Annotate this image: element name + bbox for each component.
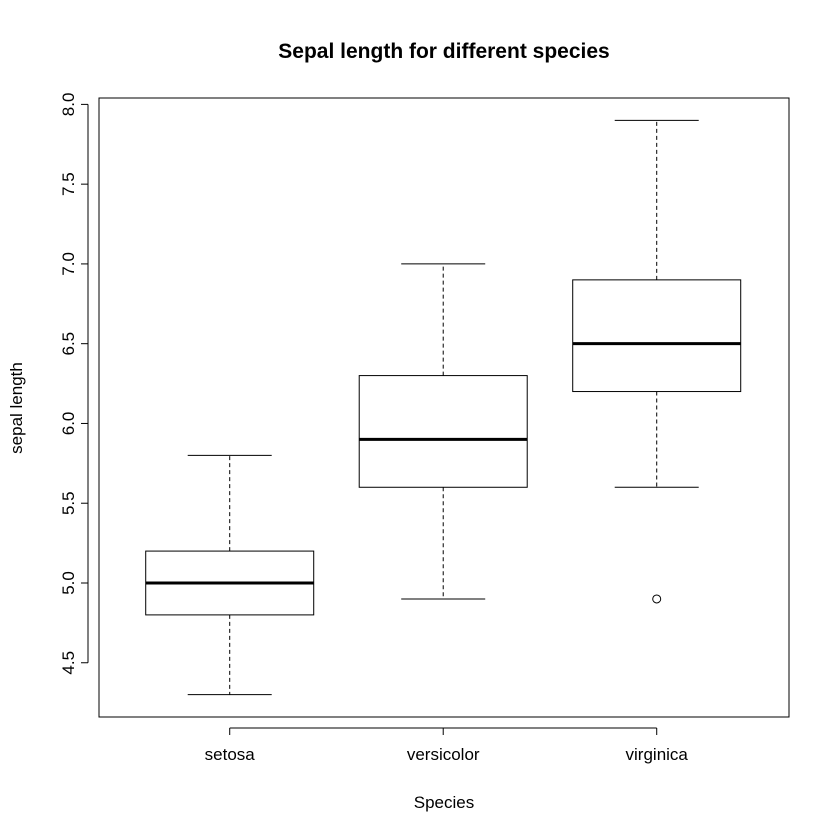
y-axis: 4.5 5.0 5.5 6.0 6.5 7.0 7.5 8.0 xyxy=(59,93,89,675)
y-tick-label: 5.0 xyxy=(59,571,78,595)
box-virginica xyxy=(572,119,742,604)
iqr-box xyxy=(572,279,742,393)
y-axis-label: sepal length xyxy=(7,362,26,454)
x-tick-label: virginica xyxy=(626,745,689,764)
outlier-point xyxy=(652,594,662,604)
y-tick-label: 7.0 xyxy=(59,252,78,276)
x-axis-label: Species xyxy=(414,793,474,812)
y-tick-label: 6.0 xyxy=(59,412,78,436)
chart-title: Sepal length for different species xyxy=(278,40,609,63)
y-tick-label: 4.5 xyxy=(59,651,78,675)
boxes xyxy=(145,119,742,696)
x-axis: setosa versicolor virginica xyxy=(205,727,689,764)
x-tick-label: setosa xyxy=(205,745,256,764)
y-tick-label: 6.5 xyxy=(59,332,78,356)
x-tick-label: versicolor xyxy=(407,745,480,764)
plot-frame xyxy=(98,97,790,718)
y-tick-label: 7.5 xyxy=(59,172,78,196)
y-tick-label: 5.5 xyxy=(59,491,78,515)
iqr-box xyxy=(358,375,528,488)
y-tick-label: 8.0 xyxy=(59,93,78,117)
box-versicolor xyxy=(358,263,528,600)
box-setosa xyxy=(145,454,315,696)
